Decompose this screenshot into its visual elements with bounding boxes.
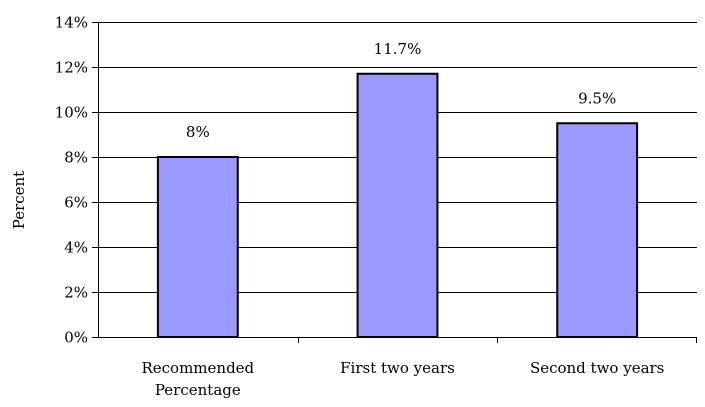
x-category-label: First two years [340,359,455,377]
data-label: 9.5% [578,89,616,107]
bar [556,122,639,338]
y-axis-label: Percent [10,171,28,229]
y-tick-label: 10% [55,104,88,122]
y-tick-label: 6% [64,194,88,212]
y-tick-label: 0% [64,329,88,347]
bar [356,72,439,338]
labels: 0% 2% 4% 6% 8% 10% 12% 14% 8% Recommended Percenta… [55,14,665,400]
y-tick-label: 12% [55,59,88,77]
x-category-label: Percentage [155,381,241,399]
y-tick-label: 2% [64,284,88,302]
y-tick-label: 4% [64,239,88,257]
y-tick-label: 8% [64,149,88,167]
x-category-label: Second two years [530,359,664,377]
data-label: 8% [186,123,210,141]
data-label: 11.7% [374,40,422,58]
axes [92,22,697,343]
bars [156,72,639,338]
y-tick-label: 14% [55,14,88,32]
bar [156,156,239,338]
x-category-label: Recommended [141,359,254,377]
